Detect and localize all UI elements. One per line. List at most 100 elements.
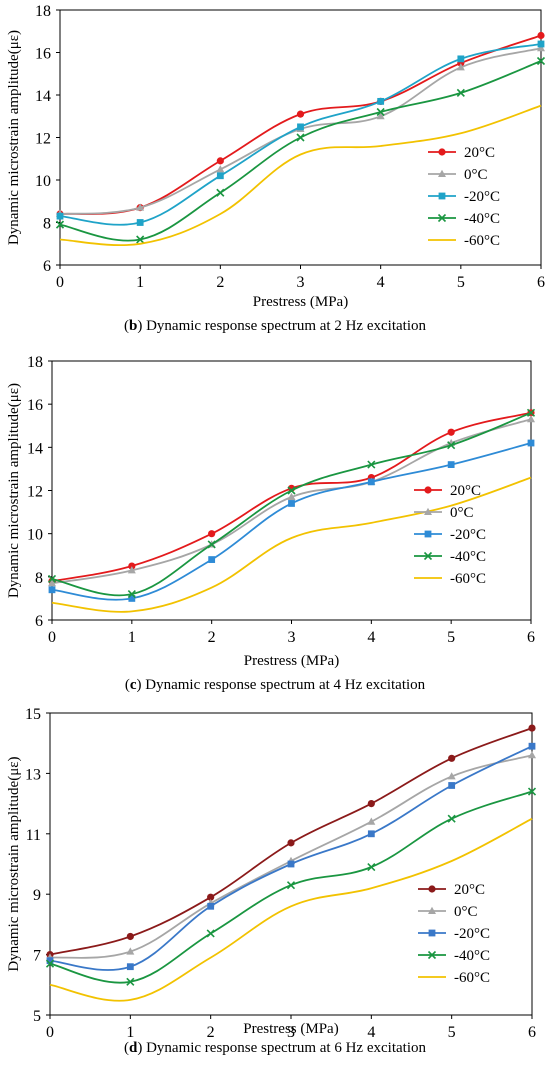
y-tick-label: 13: [25, 766, 41, 783]
legend-item: 0°C: [414, 505, 474, 521]
data-point: [126, 932, 134, 941]
y-axis-label: Dynamic microstrain amplitude(με): [6, 756, 22, 971]
legend-marker: [438, 192, 446, 200]
data-point: [126, 977, 135, 986]
y-tick-label: 16: [27, 397, 43, 414]
data-point: [537, 40, 545, 48]
data-point: [367, 830, 375, 838]
data-point: [136, 235, 145, 244]
data-point: [136, 219, 144, 226]
data-point: [376, 112, 385, 120]
data-point: [526, 408, 536, 417]
x-tick-label: 0: [56, 274, 64, 291]
chart-legend: 20°C 0°C -20°C -40°C -60°C: [428, 145, 500, 249]
y-tick-label: 18: [27, 354, 43, 371]
data-point: [367, 478, 375, 486]
data-point: [447, 428, 455, 436]
legend-label: -60°C: [464, 233, 500, 249]
series-line: [59, 104, 542, 247]
y-tick-label: 8: [35, 570, 43, 587]
data-point: [528, 751, 536, 759]
legend-item: -40°C: [418, 948, 490, 964]
x-tick-label: 0: [46, 1024, 54, 1040]
data-point: [286, 881, 296, 890]
data-point: [46, 957, 54, 965]
legend-item: 0°C: [418, 904, 478, 920]
data-point: [376, 107, 385, 117]
data-point: [528, 724, 536, 732]
legend-item: -60°C: [418, 970, 490, 986]
y-tick-label: 8: [43, 216, 51, 233]
legend-label: 20°C: [464, 145, 495, 161]
data-point: [288, 500, 295, 507]
data-point: [287, 839, 295, 847]
legend-marker: [428, 885, 436, 893]
legend-item: -40°C: [414, 549, 486, 565]
data-point: [45, 959, 55, 968]
data-point: [287, 492, 296, 500]
chart-caption: (d) Dynamic response spectrum at 6 Hz ex…: [123, 1040, 426, 1056]
y-axis-label: Dynamic microstrain amplitude(με): [6, 30, 22, 245]
legend-label: -20°C: [464, 189, 500, 205]
data-point: [448, 782, 456, 789]
legend-item: -20°C: [418, 926, 490, 942]
data-point: [537, 31, 545, 40]
x-tick-label: 0: [48, 629, 56, 646]
legend-marker: [427, 950, 437, 960]
data-point: [456, 88, 465, 97]
chart-panel-d: 5 7 9 11 13 15 0 1 2 3 4 5 6 Prestress (MPa) Dynamic m…: [0, 700, 550, 1065]
chart-legend: 20°C 0°C -20°C -40°C -60°C: [418, 882, 490, 986]
x-axis-label: Prestress (MPa): [253, 294, 348, 310]
data-point: [48, 586, 56, 594]
data-point: [207, 540, 216, 549]
legend-label: 20°C: [450, 483, 481, 499]
legend-label: 0°C: [464, 167, 488, 183]
x-tick-label: 6: [527, 629, 535, 646]
data-point: [456, 63, 465, 71]
y-axis-label: Dynamic microstrain amplitude(με): [6, 383, 22, 598]
series-line: [51, 476, 532, 613]
y-tick-label: 10: [27, 527, 43, 544]
y-tick-label: 6: [35, 613, 43, 630]
legend-label: -20°C: [450, 527, 486, 543]
legend-label: -60°C: [450, 571, 486, 587]
data-point: [128, 562, 136, 570]
y-tick-label: 11: [26, 827, 41, 844]
legend-item: 20°C: [414, 483, 481, 499]
x-tick-label: 1: [128, 629, 136, 646]
data-point: [216, 157, 224, 165]
data-point: [216, 165, 225, 173]
chart-panel-c: 6 8 10 12 14 16 18 0 1 2 3 4 5 6 Prestress (MPa) Dynami…: [0, 345, 550, 700]
legend-item: -60°C: [414, 571, 486, 587]
x-axis-label: Prestress (MPa): [243, 1021, 338, 1037]
x-tick-label: 3: [297, 274, 305, 291]
legend-marker: [424, 507, 432, 515]
y-tick-label: 18: [35, 3, 51, 20]
legend-marker: [428, 929, 436, 937]
x-tick-label: 5: [447, 629, 455, 646]
line-chart-6hz: 5 7 9 11 13 15 0 1 2 3 4 5 6 Prestress (MPa) Dynamic m…: [6, 706, 537, 1040]
legend-label: 0°C: [454, 904, 478, 920]
data-point: [367, 460, 376, 469]
y-tick-label: 16: [35, 46, 51, 63]
legend-label: 0°C: [450, 505, 474, 521]
x-tick-label: 4: [377, 274, 385, 291]
legend-marker: [438, 148, 446, 156]
x-tick-label: 4: [367, 1024, 375, 1040]
series-line: [49, 817, 533, 1002]
chart-panel-b: 6 8 10 12 14 16 18 0 1 2 3 4 5 6 Prestress (MPa) Dynami…: [0, 0, 550, 345]
x-tick-label: 3: [288, 629, 296, 646]
data-point: [296, 133, 305, 142]
legend-marker: [424, 530, 432, 538]
data-point: [447, 441, 456, 450]
data-point: [527, 415, 535, 423]
data-point: [56, 212, 64, 220]
legend-marker: [428, 906, 436, 914]
y-tick-label: 5: [33, 1008, 41, 1025]
data-point: [527, 439, 535, 447]
legend-marker: [438, 169, 446, 177]
data-point: [216, 188, 225, 197]
data-point: [457, 55, 465, 63]
y-tick-label: 12: [27, 484, 43, 501]
